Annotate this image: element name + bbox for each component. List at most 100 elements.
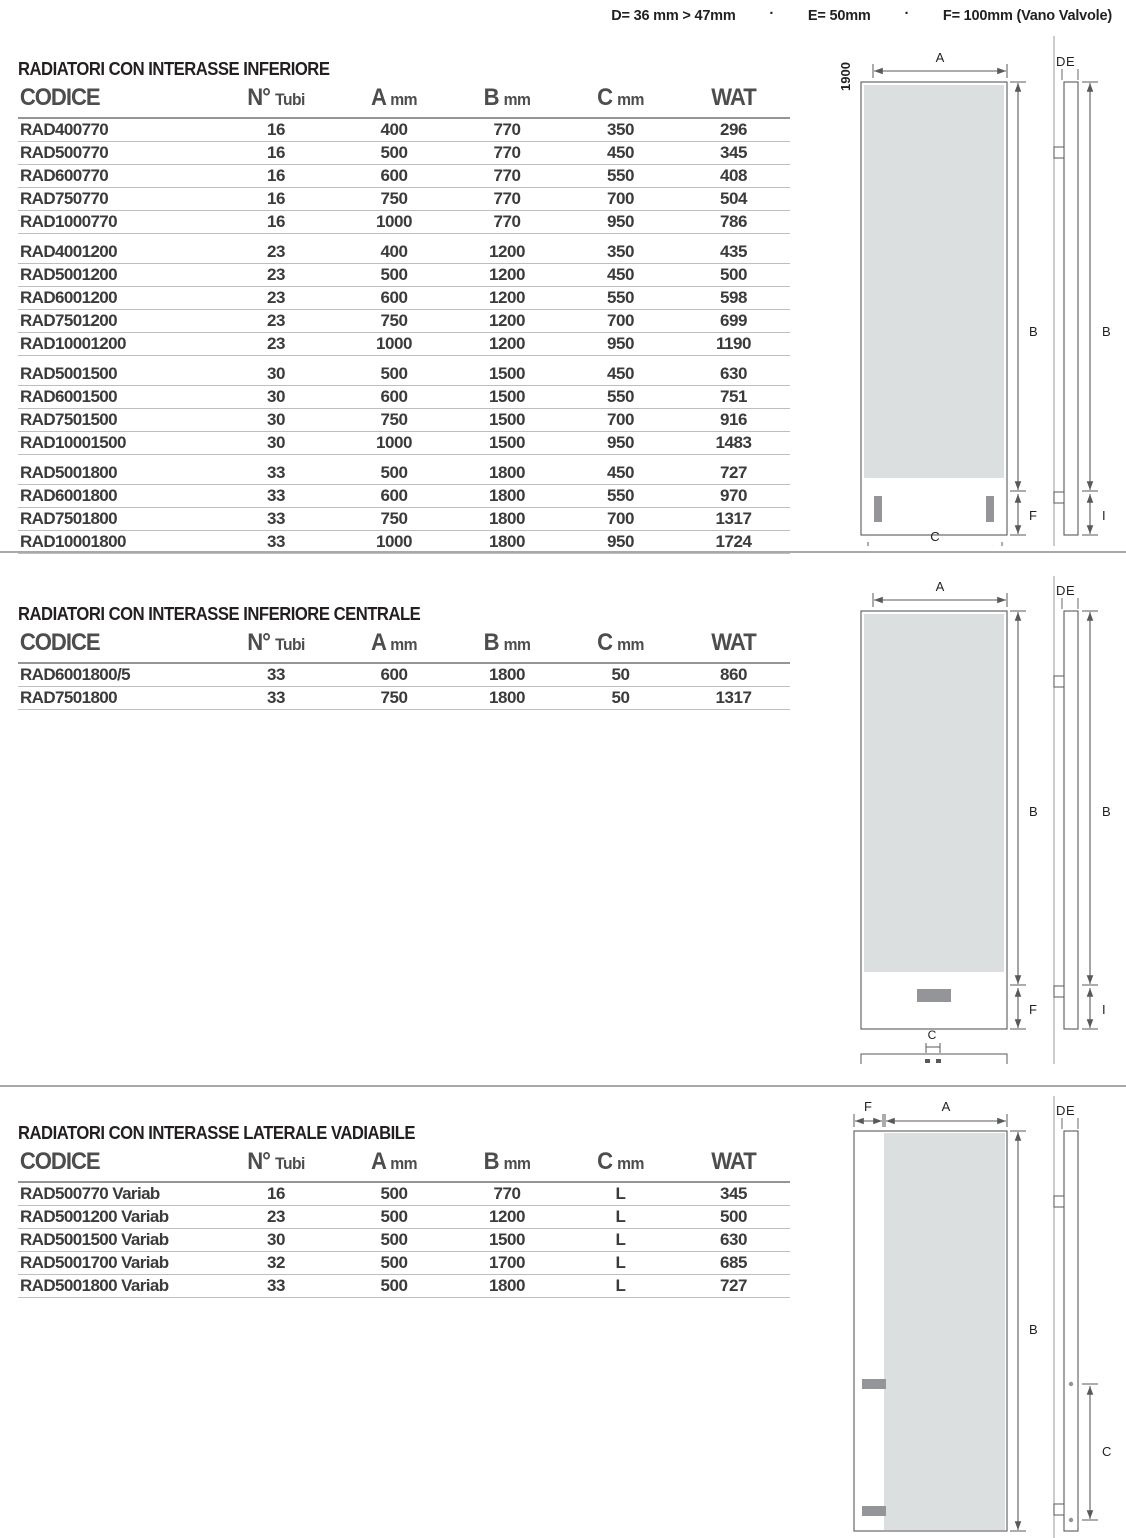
dimension-legend: D= 36 mm > 47mm · E= 50mm · F= 100mm (Va…	[0, 6, 1112, 24]
cell-a: 600	[380, 665, 408, 684]
cell-tubi: 23	[266, 242, 285, 261]
cell-b: 1200	[488, 242, 526, 261]
cell-tubi: 23	[266, 311, 285, 330]
cell-a: 500	[380, 1230, 408, 1249]
dim-label-e: E	[1066, 1103, 1075, 1118]
cell-wat: 435	[719, 242, 747, 261]
table-row: RAD7501500 30 750 1500 700 916	[18, 409, 790, 432]
dim-label-d: D	[1056, 583, 1065, 598]
dim-label-c: C	[930, 529, 939, 544]
cell-a: 500	[380, 1276, 408, 1295]
cell-tubi: 33	[266, 509, 285, 528]
cell-codice: RAD7501500	[20, 410, 118, 429]
cell-c: 350	[606, 120, 634, 139]
cell-a: 400	[380, 242, 408, 261]
col-wat: WAT	[711, 1148, 756, 1175]
table-body: RAD6001800/5 33 600 1800 50 860 RAD7501800 33 75…	[18, 663, 790, 710]
cell-wat: 1317	[715, 509, 752, 528]
cell-b: 1200	[488, 288, 526, 307]
table-row: RAD10001200 23 1000 1200 950 1190	[18, 333, 790, 356]
cell-wat: 727	[719, 463, 747, 482]
cell-a: 750	[380, 509, 408, 528]
dim-label-e: E	[1066, 583, 1075, 598]
cell-wat: 727	[719, 1276, 747, 1295]
cell-a: 750	[380, 311, 408, 330]
cell-b: 770	[493, 143, 521, 162]
cell-c: 450	[606, 265, 634, 284]
table-row: RAD750770 16 750 770 700 504	[18, 188, 790, 211]
table-row: RAD5001200 Variab 23 500 1200 L 500	[18, 1206, 790, 1229]
cell-c: 950	[606, 212, 634, 231]
cell-a: 1000	[375, 212, 413, 231]
cell-c: 50	[611, 665, 630, 684]
cell-c: 550	[606, 486, 634, 505]
col-tubi: N° Tubi	[247, 629, 305, 656]
spec-table-2: CODICE N° Tubi A mm B mm C mm WAT RAD600…	[18, 629, 790, 710]
table-row: RAD5001500 Variab 30 500 1500 L 630	[18, 1229, 790, 1252]
cell-c: 550	[606, 387, 634, 406]
cell-codice: RAD5001800	[20, 463, 118, 482]
cell-codice: RAD5001800 Variab	[20, 1276, 169, 1295]
cell-codice: RAD5001500	[20, 364, 118, 383]
table-row: RAD7501800 33 750 1800 700 1317	[18, 508, 790, 531]
col-tubi: N° Tubi	[247, 1148, 305, 1175]
height-note-1900: 1900	[838, 62, 853, 91]
dim-label-c: C	[928, 1028, 937, 1042]
col-b: B mm	[483, 1148, 531, 1175]
cell-tubi: 16	[266, 166, 285, 185]
cell-wat: 345	[719, 1184, 747, 1203]
col-c: C mm	[597, 84, 644, 111]
cell-wat: 345	[719, 143, 747, 162]
table-row: RAD6001500 30 600 1500 550 751	[18, 386, 790, 409]
cell-a: 600	[380, 166, 408, 185]
cell-b: 770	[493, 1184, 521, 1203]
cell-codice: RAD10001800	[20, 532, 126, 551]
dim-label-i: I	[1102, 508, 1106, 523]
cell-a: 750	[380, 688, 408, 707]
table-row: RAD1000770 16 1000 770 950 786	[18, 211, 790, 234]
cell-c: L	[615, 1253, 626, 1272]
cell-wat: 1483	[715, 433, 752, 452]
cell-wat: 1317	[715, 688, 752, 707]
table-row: RAD6001200 23 600 1200 550 598	[18, 287, 790, 310]
dim-label-d: D	[1056, 54, 1065, 69]
cell-b: 1200	[488, 334, 526, 353]
cell-codice: RAD7501200	[20, 311, 118, 330]
cell-tubi: 23	[266, 334, 285, 353]
section-title: RADIATORI CON INTERASSE INFERIORE	[18, 58, 330, 79]
table-row: RAD600770 16 600 770 550 408	[18, 165, 790, 188]
table-row: RAD5001800 Variab 33 500 1800 L 727	[18, 1275, 790, 1298]
cell-c: 950	[606, 433, 634, 452]
legend-d: D= 36 mm > 47mm	[611, 8, 736, 24]
cell-c: 550	[606, 166, 634, 185]
cell-tubi: 32	[266, 1253, 285, 1272]
dim-label-f: F	[864, 1099, 872, 1114]
dim-label-b: B	[1029, 1322, 1038, 1337]
table-body: RAD500770 Variab 16 500 770 L 345 RAD5001200 V…	[18, 1182, 790, 1298]
cell-c: 450	[606, 364, 634, 383]
cell-c: 350	[606, 242, 634, 261]
cell-wat: 699	[719, 311, 747, 330]
dim-label-a: A	[936, 50, 945, 65]
cell-codice: RAD7501800	[20, 509, 118, 528]
cell-b: 1500	[488, 387, 526, 406]
table-row: RAD6001800 33 600 1800 550 970	[18, 485, 790, 508]
cell-a: 750	[380, 410, 408, 429]
cell-a: 500	[380, 265, 408, 284]
dim-label-f: F	[1029, 508, 1037, 523]
legend-separator-2: ·	[904, 6, 910, 23]
table-row: RAD7501200 23 750 1200 700 699	[18, 310, 790, 333]
cell-b: 1800	[488, 486, 526, 505]
cell-a: 600	[380, 288, 408, 307]
table-row: RAD400770 16 400 770 350 296	[18, 118, 790, 142]
cell-a: 500	[380, 1207, 408, 1226]
cell-tubi: 30	[266, 1230, 285, 1249]
cell-tubi: 33	[266, 688, 285, 707]
dim-label-b-side: B	[1102, 324, 1111, 339]
dim-label-a: A	[942, 1099, 951, 1114]
table-row: RAD10001800 33 1000 1800 950 1724	[18, 531, 790, 554]
cell-codice: RAD10001500	[20, 433, 126, 452]
dim-label-a: A	[936, 579, 945, 594]
cell-c: 50	[611, 688, 630, 707]
table-row: RAD6001800/5 33 600 1800 50 860	[18, 663, 790, 687]
